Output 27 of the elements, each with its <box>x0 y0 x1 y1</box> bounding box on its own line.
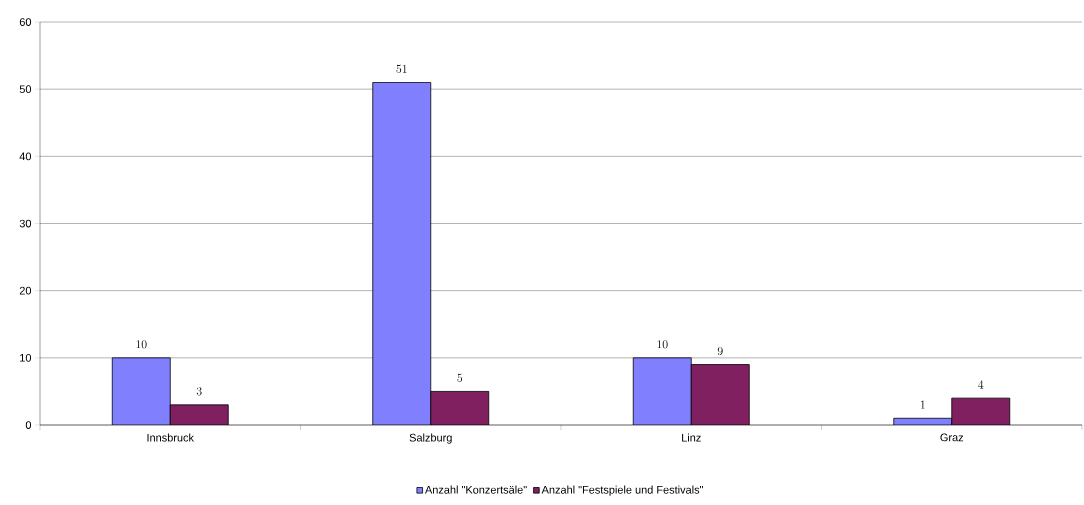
y-tick-label: 40 <box>19 152 32 161</box>
y-tick-label: 10 <box>20 353 32 362</box>
data-label: 9 <box>717 346 723 356</box>
y-tick-label: 60 <box>19 18 32 26</box>
legend-label: Anzahl "Festspiele und Festivals" <box>541 485 704 496</box>
y-tick-label: 0 <box>25 421 32 429</box>
y-tick-label: 30 <box>19 219 32 228</box>
x-tick-label: Linz <box>682 433 701 442</box>
bar <box>951 397 1011 425</box>
bar <box>372 82 432 425</box>
data-label: 4 <box>978 380 984 389</box>
x-tick-label: Salzburg <box>409 433 452 444</box>
y-tick-label: 20 <box>19 286 32 295</box>
bar <box>690 364 750 425</box>
data-label: 1 <box>920 400 925 409</box>
data-label: 10 <box>657 340 668 349</box>
bar <box>430 391 490 425</box>
legend-label: Anzahl "Konzertsäle" <box>424 485 527 494</box>
y-tick-label: 50 <box>19 85 32 94</box>
bar <box>632 357 692 425</box>
data-label: 51 <box>396 64 407 73</box>
data-label: 3 <box>196 387 202 396</box>
bar <box>111 357 171 425</box>
x-tick-label: Innsbruck <box>147 433 195 442</box>
data-label: 5 <box>457 373 463 382</box>
x-tick-label: Graz <box>940 433 964 442</box>
data-label: 10 <box>136 340 147 349</box>
